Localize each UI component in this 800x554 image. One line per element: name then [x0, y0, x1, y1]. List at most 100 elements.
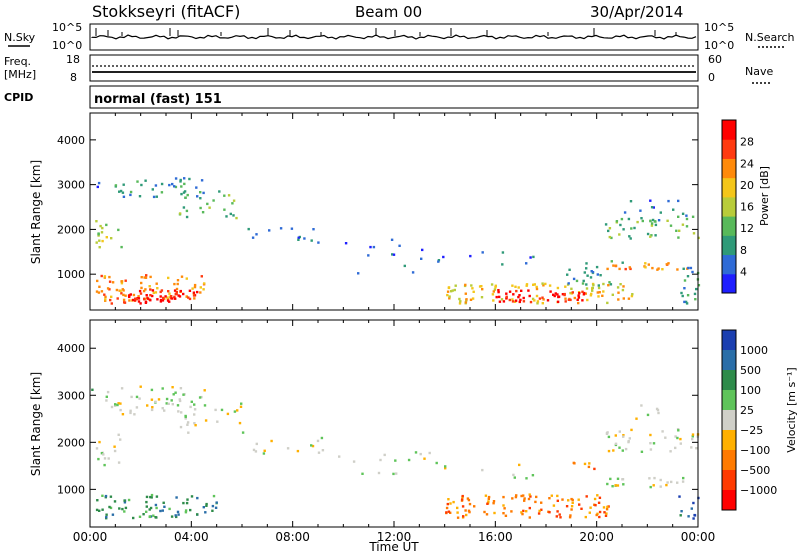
data-cell: [113, 449, 117, 453]
data-cell: [681, 223, 685, 226]
data-cell: [154, 503, 158, 507]
data-cell: [628, 266, 631, 269]
data-cell: [110, 302, 113, 305]
data-cell: [456, 506, 459, 510]
data-cell: [599, 274, 602, 277]
data-cell: [598, 496, 602, 499]
data-cell: [185, 215, 189, 219]
data-cell: [317, 241, 320, 244]
data-cell: [570, 505, 574, 508]
data-cell: [444, 467, 447, 470]
data-cell: [175, 291, 178, 294]
data-cell: [159, 300, 163, 303]
data-cell: [502, 504, 505, 507]
data-cell: [647, 263, 650, 266]
data-cell: [140, 276, 143, 279]
data-cell: [505, 295, 508, 298]
data-cell: [679, 514, 682, 517]
data-cell: [598, 510, 602, 514]
power-panel: 1000 2000 3000 4000 Slant Range [km] 4 8 12 16…: [29, 112, 771, 311]
data-cell: [448, 297, 451, 300]
data-cell: [622, 435, 625, 438]
data-cell: [116, 403, 119, 407]
data-cell: [135, 395, 139, 399]
data-cell: [171, 182, 174, 186]
data-cell: [611, 485, 614, 488]
data-cell: [136, 180, 139, 183]
velocity-colorbar: 1000 500 100 25 −25 −100 −500 −1000: [721, 329, 777, 511]
data-cell: [697, 236, 700, 240]
data-cell: [182, 501, 185, 505]
data-cell: [179, 180, 182, 183]
data-cell: [239, 405, 243, 408]
data-cell: [379, 458, 382, 462]
data-cell: [501, 251, 505, 254]
data-cell: [391, 253, 394, 256]
data-cell: [493, 288, 497, 291]
data-cell: [369, 245, 372, 249]
colorbar-swatch: [722, 410, 736, 431]
data-cell: [517, 295, 520, 299]
colorbar-swatch: [722, 430, 736, 451]
data-cell: [188, 297, 192, 301]
data-cell: [198, 396, 202, 399]
data-cell: [535, 495, 538, 499]
data-cell: [552, 504, 556, 507]
beam-label: Beam 00: [355, 3, 422, 21]
data-cell: [573, 296, 576, 300]
data-cell: [544, 282, 547, 286]
data-cell: [525, 477, 528, 480]
data-cell: [467, 498, 471, 502]
data-cell: [202, 506, 205, 509]
data-cell: [629, 237, 632, 240]
data-cell: [504, 514, 508, 517]
data-cell: [114, 403, 117, 406]
data-cell: [620, 217, 624, 221]
data-cell: [469, 254, 472, 258]
data-cell: [619, 223, 622, 227]
data-cell: [177, 294, 180, 297]
data-cell: [677, 215, 680, 218]
data-cell: [580, 507, 583, 510]
data-cell: [615, 220, 619, 223]
data-cell: [145, 294, 148, 297]
data-cell: [149, 294, 152, 297]
data-cell: [683, 300, 686, 304]
data-cell: [536, 302, 539, 305]
data-cell: [449, 502, 452, 505]
data-cell: [629, 267, 632, 271]
data-cell: [214, 408, 217, 412]
data-cell: [96, 279, 99, 283]
data-cell: [614, 264, 618, 267]
data-cell: [182, 191, 186, 194]
noise-sky-trace: [91, 34, 697, 40]
data-cell: [173, 185, 176, 188]
data-cell: [657, 219, 661, 222]
data-cell: [571, 291, 574, 294]
data-cell: [165, 402, 168, 405]
data-cell: [515, 494, 518, 497]
data-cell: [536, 300, 540, 303]
data-cell: [561, 293, 565, 296]
data-cell: [310, 444, 313, 447]
x-tick-label: 12:00: [377, 530, 412, 544]
data-cell: [541, 296, 544, 299]
data-cell: [232, 199, 236, 202]
data-cell: [656, 268, 659, 271]
data-cell: [145, 500, 148, 504]
data-cell: [97, 291, 101, 294]
data-cell: [105, 515, 108, 519]
data-cell: [467, 509, 471, 512]
data-cell: [435, 461, 438, 465]
data-cell: [192, 292, 196, 296]
data-cell: [372, 245, 376, 249]
data-cell: [691, 433, 695, 436]
data-cell: [686, 275, 690, 278]
data-cell: [577, 296, 581, 299]
colorbar-swatch: [722, 450, 736, 471]
data-cell: [117, 433, 120, 436]
data-cell: [101, 494, 104, 497]
data-cell: [255, 233, 258, 236]
data-cell: [531, 474, 535, 477]
data-cell: [464, 301, 468, 304]
